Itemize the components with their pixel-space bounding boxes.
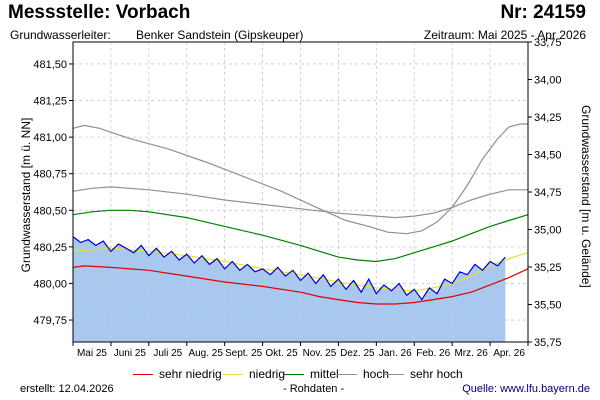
x-tick-label: Okt. 25 bbox=[265, 348, 298, 359]
y-tick-label: 480,75 bbox=[33, 169, 67, 181]
y-right-tick-label: 35,00 bbox=[534, 225, 562, 237]
legend-hoch: hoch bbox=[337, 367, 389, 381]
raw-data-note: - Rohdaten - bbox=[283, 383, 345, 395]
y-tick-label: 480,00 bbox=[33, 278, 67, 290]
y-right-tick-label: 34,75 bbox=[534, 187, 562, 199]
created-date: erstellt: 12.04.2026 bbox=[20, 383, 114, 395]
x-tick-label: Feb. 26 bbox=[416, 348, 450, 359]
y-right-tick-label: 35,75 bbox=[534, 337, 562, 349]
series-line-niedrig bbox=[72, 247, 529, 292]
y-tick-label: 480,50 bbox=[33, 205, 67, 217]
aquifer-label: Grundwasserleiter: bbox=[10, 28, 111, 42]
y-right-tick-label: 34,25 bbox=[534, 112, 562, 124]
legend-swatch bbox=[337, 373, 357, 375]
y-right-tick-label: 35,50 bbox=[534, 300, 562, 312]
y-tick-label: 481,25 bbox=[33, 96, 67, 108]
page-title: Messstelle: Vorbach bbox=[8, 2, 191, 23]
series-line-messwerte bbox=[72, 236, 506, 301]
y-right-tick-label: 34,00 bbox=[534, 75, 562, 87]
legend-swatch bbox=[384, 373, 404, 375]
x-tick-label: Sept. 25 bbox=[225, 348, 263, 359]
y-tick-label: 481,50 bbox=[33, 59, 67, 71]
x-tick-label: Mai 25 bbox=[77, 348, 107, 359]
aquifer-value: Benker Sandstein (Gipskeuper) bbox=[136, 28, 304, 42]
legend-sehr-hoch: sehr hoch bbox=[384, 367, 463, 381]
y-tick-label: 480,25 bbox=[33, 242, 67, 254]
station-number: Nr: 24159 bbox=[500, 2, 586, 23]
legend-swatch bbox=[133, 373, 153, 375]
legend-niedrig: niedrig bbox=[223, 367, 285, 381]
series-line-sehr-niedrig bbox=[72, 265, 529, 305]
legend-sehr-niedrig: sehr niedrig bbox=[133, 367, 222, 381]
legend-label: sehr hoch bbox=[410, 367, 463, 381]
period-label: Zeitraum: Mai 2025 - Apr 2026 bbox=[423, 28, 586, 42]
x-tick-label: Dez. 25 bbox=[340, 348, 375, 359]
source-link[interactable]: Quelle: www.lfu.bayern.de bbox=[462, 383, 590, 395]
series-line-hoch bbox=[72, 186, 528, 219]
legend-swatch bbox=[284, 373, 304, 375]
y-right-tick-label: 33,75 bbox=[534, 37, 562, 49]
legend-mittel: mittel bbox=[284, 367, 339, 381]
y-tick-label: 479,75 bbox=[33, 315, 67, 327]
x-tick-label: Mrz. 26 bbox=[454, 348, 488, 359]
y-right-tick-label: 34,50 bbox=[534, 150, 562, 162]
series-line-mittel bbox=[72, 209, 529, 263]
legend-label: niedrig bbox=[249, 367, 286, 381]
series-line-sehr-hoch bbox=[72, 123, 528, 235]
measured-area bbox=[73, 236, 506, 342]
y-right-tick-label: 35,25 bbox=[534, 262, 562, 274]
x-tick-label: Jan. 26 bbox=[379, 348, 412, 359]
legend-label: mittel bbox=[310, 367, 339, 381]
y-tick-label: 481,00 bbox=[33, 132, 67, 144]
x-tick-label: Aug. 25 bbox=[188, 348, 223, 359]
x-tick-label: Juni 25 bbox=[114, 348, 147, 359]
legend-label: sehr niedrig bbox=[159, 367, 222, 381]
legend-swatch bbox=[223, 373, 243, 375]
x-tick-label: Apr. 26 bbox=[493, 348, 525, 359]
legend-label: hoch bbox=[363, 367, 390, 381]
x-tick-label: Nov. 25 bbox=[303, 348, 337, 359]
x-tick-label: Juli 25 bbox=[153, 348, 182, 359]
